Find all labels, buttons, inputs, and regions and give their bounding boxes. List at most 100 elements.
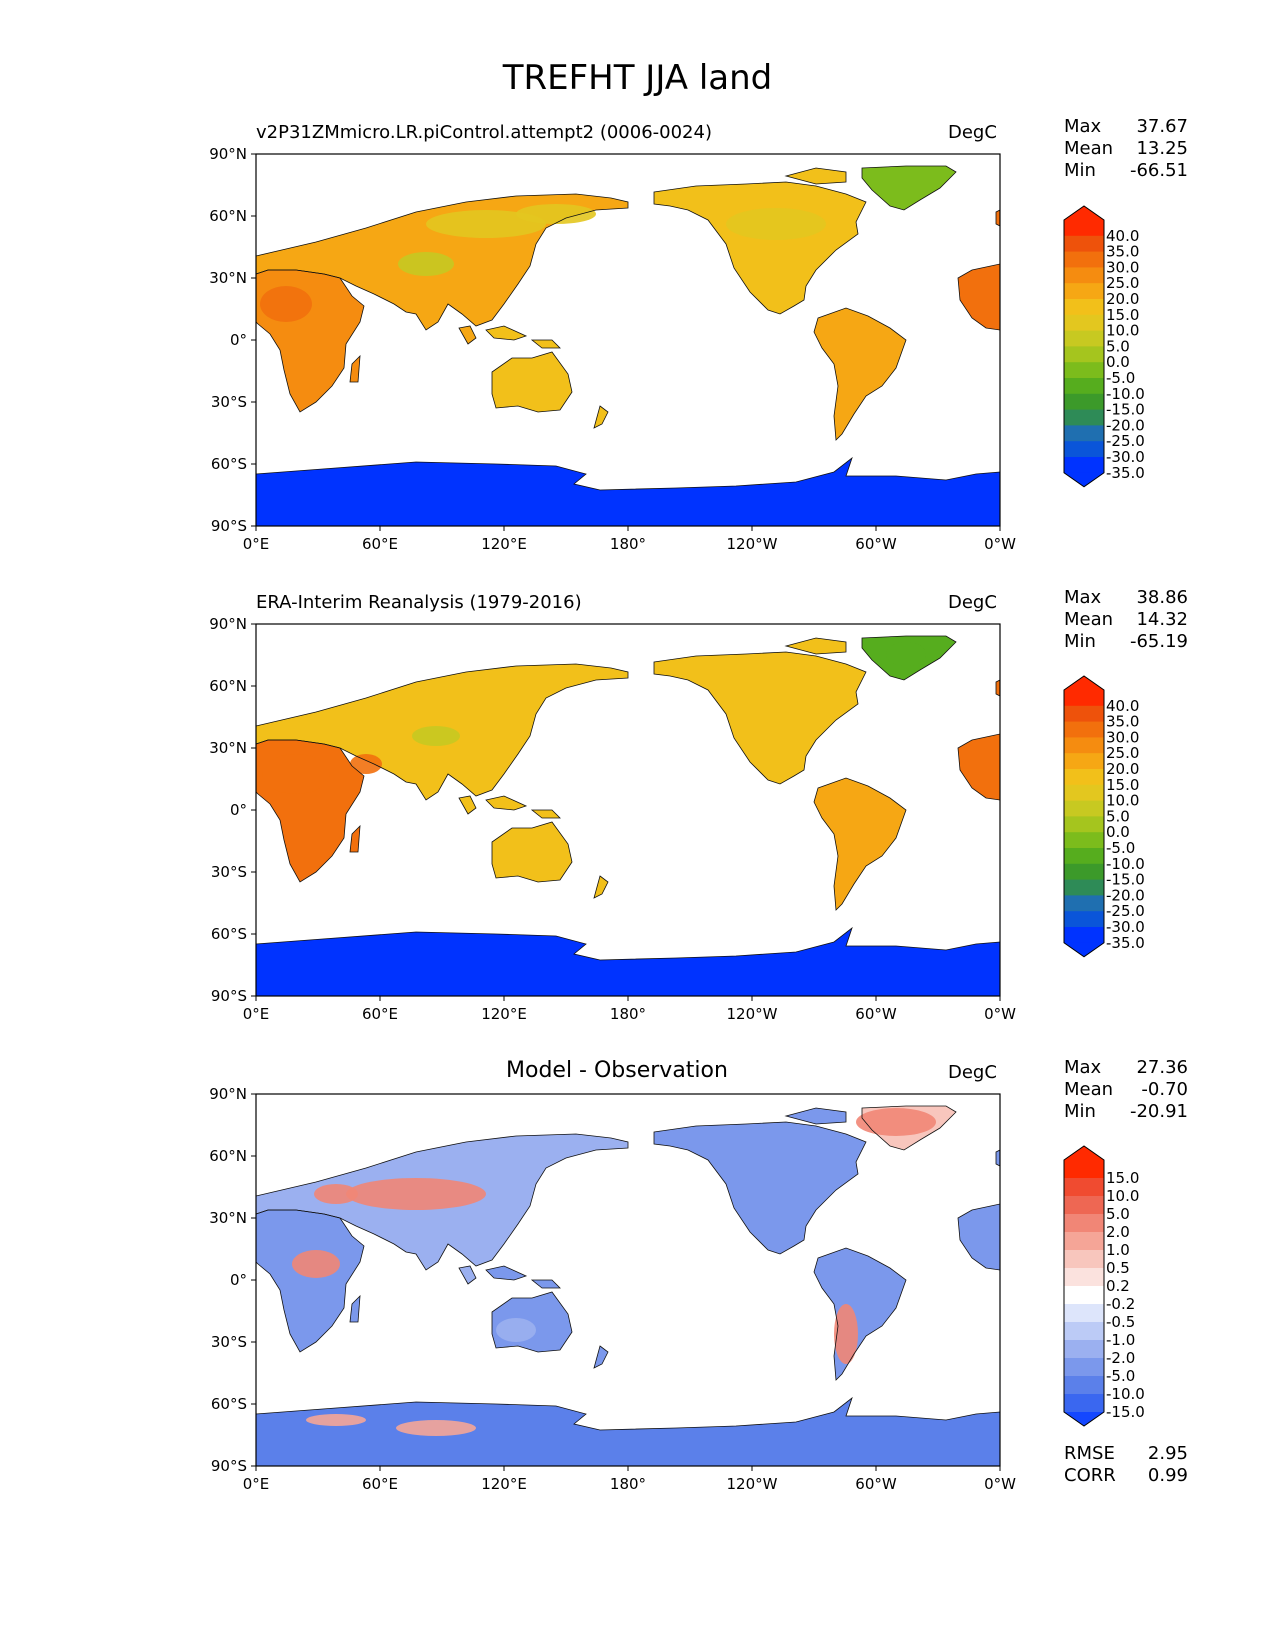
colorbar-segment	[1064, 816, 1104, 833]
colorbar-segment	[1064, 753, 1104, 770]
colorbar-segment	[1064, 800, 1104, 817]
colorbar-2: 40.035.030.025.020.015.010.05.00.0-5.0-1…	[1063, 675, 1145, 958]
colorbar-segment	[1064, 393, 1104, 411]
colorbar-tick-label: 10.0	[1106, 322, 1139, 340]
stat-label: Min	[1064, 631, 1096, 652]
colorbar-segment	[1064, 330, 1104, 347]
colorbar-extend-bottom	[1064, 472, 1104, 487]
colorbar-tick-label: -35.0	[1106, 464, 1145, 482]
y-tick-label: 60°N	[209, 1147, 247, 1165]
colorbar-tick-label: 0.5	[1106, 1259, 1130, 1277]
stat-label: Min	[1064, 1101, 1096, 1122]
colorbar-tick-label: 5.0	[1106, 1205, 1130, 1223]
colorbar-outline	[1063, 1145, 1105, 1427]
stat-label: Mean	[1064, 609, 1114, 630]
colorbar-segment	[1064, 1214, 1104, 1233]
colorbar-tick-label: 0.0	[1106, 353, 1130, 371]
colorbar-segment	[1064, 1286, 1104, 1305]
colorbar-tick-label: -20.0	[1106, 416, 1145, 434]
x-tick-label: 180°	[610, 1005, 646, 1023]
y-tick-label: 0°	[230, 801, 247, 819]
colorbar-tick-label: 5.0	[1106, 337, 1130, 355]
field-patch	[886, 642, 926, 666]
field-patch	[398, 252, 454, 276]
colorbar-tick-label: -2.0	[1106, 1349, 1135, 1367]
y-tick-label: 90°S	[211, 1457, 247, 1475]
stat-label: Mean	[1064, 138, 1114, 159]
colorbar-tick-label: -15.0	[1106, 871, 1145, 889]
colorbar-segment	[1064, 879, 1104, 896]
y-tick-label: 60°S	[211, 1395, 247, 1413]
colorbar-segment	[1064, 314, 1104, 332]
stat-value: -65.19	[1129, 631, 1188, 652]
y-tick-label: 60°N	[209, 677, 247, 695]
x-tick-label: 60°W	[855, 1475, 897, 1493]
panel-1-stat-min: Min -66.51	[1064, 160, 1188, 182]
y-tick-label: 60°S	[211, 925, 247, 943]
map-land-layer	[256, 636, 1000, 996]
y-tick-label: 30°N	[209, 269, 247, 287]
colorbar-segment	[1064, 251, 1104, 268]
colorbar-segment	[1064, 299, 1104, 316]
x-tick-label: 120°W	[727, 535, 778, 553]
stat-value: 27.36	[1136, 1057, 1188, 1078]
panel-1-units: DegC	[948, 122, 997, 143]
colorbar-tick-label: -15.0	[1106, 401, 1145, 419]
x-tick-label: 180°	[610, 1475, 646, 1493]
colorbar-outline	[1063, 675, 1105, 958]
colorbar-segment	[1064, 409, 1104, 426]
x-tick-label: 120°W	[727, 1005, 778, 1023]
panel-1-stat-mean: Mean 13.25	[1064, 138, 1188, 160]
panel-3-corr: CORR 0.99	[1064, 1465, 1188, 1487]
stat-label: Min	[1064, 160, 1096, 181]
colorbar-tick-label: -30.0	[1106, 448, 1145, 466]
y-tick-label: 60°N	[209, 207, 247, 225]
stat-value: 37.67	[1136, 116, 1188, 137]
colorbar-tick-label: 20.0	[1106, 760, 1139, 778]
x-tick-label: 120°E	[481, 1475, 527, 1493]
colorbar-extend-bottom	[1064, 942, 1104, 957]
colorbar-segment	[1064, 705, 1104, 723]
colorbar-tick-label: 25.0	[1106, 274, 1139, 292]
field-patch	[260, 286, 312, 322]
panel-3-units: DegC	[948, 1062, 997, 1083]
stat-value: -20.91	[1129, 1101, 1188, 1122]
field-patch	[516, 204, 596, 224]
colorbar-tick-label: 1.0	[1106, 1241, 1130, 1259]
x-tick-label: 60°E	[362, 1005, 398, 1023]
colorbar-segment	[1064, 220, 1104, 237]
colorbar-3: 15.010.05.02.01.00.50.2-0.2-0.5-1.0-2.0-…	[1063, 1145, 1145, 1427]
y-tick-label: 60°S	[211, 455, 247, 473]
x-tick-label: 120°W	[727, 1475, 778, 1493]
x-tick-label: 60°W	[855, 535, 897, 553]
colorbar-segment	[1064, 346, 1104, 363]
y-tick-label: 30°S	[211, 1333, 247, 1351]
figure-title: TREFHT JJA land	[502, 58, 773, 98]
field-patch	[412, 726, 460, 746]
field-patch	[346, 1178, 486, 1210]
y-tick-label: 0°	[230, 331, 247, 349]
colorbar-tick-label: -1.0	[1106, 1331, 1135, 1349]
colorbar-tick-label: 2.0	[1106, 1223, 1130, 1241]
colorbar-segment	[1064, 283, 1104, 300]
y-tick-label: 30°N	[209, 739, 247, 757]
colorbar-tick-label: 15.0	[1106, 306, 1139, 324]
colorbar-segment	[1064, 895, 1104, 912]
y-tick-label: 30°N	[209, 1209, 247, 1227]
colorbar-tick-label: -25.0	[1106, 432, 1145, 450]
colorbar-segment	[1064, 721, 1104, 738]
x-tick-label: 0°W	[984, 1475, 1016, 1493]
colorbar-tick-label: -0.2	[1106, 1295, 1135, 1313]
colorbar-segment	[1064, 1232, 1104, 1251]
colorbar-segment	[1064, 1376, 1104, 1395]
colorbar-tick-label: -35.0	[1106, 934, 1145, 952]
y-tick-label: 90°N	[209, 615, 247, 633]
colorbar-tick-label: 15.0	[1106, 776, 1139, 794]
metric-value: 2.95	[1147, 1443, 1188, 1464]
colorbar-tick-label: 15.0	[1106, 1169, 1139, 1187]
colorbar-tick-label: -5.0	[1106, 839, 1135, 857]
panel-3-stat-min: Min -20.91	[1064, 1101, 1188, 1123]
field-patch	[292, 1250, 340, 1278]
x-tick-label: 0°W	[984, 1005, 1016, 1023]
